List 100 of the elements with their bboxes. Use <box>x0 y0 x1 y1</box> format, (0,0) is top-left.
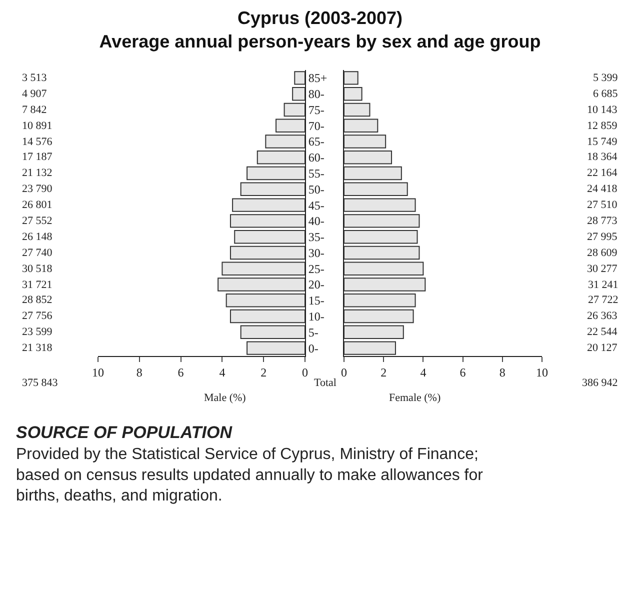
y-tick-label: 5- <box>308 325 318 340</box>
text: 21 132 <box>22 167 52 179</box>
text: 28 852 <box>22 294 52 306</box>
text: 26 801 <box>22 199 52 211</box>
bar <box>344 102 370 117</box>
y-tick-label: 30- <box>308 246 324 260</box>
x-tick-label: 10 <box>536 365 548 380</box>
y-tick-label: 25- <box>308 262 324 276</box>
bar <box>230 246 305 260</box>
bar <box>240 325 305 340</box>
y-tick-label: 10- <box>308 309 324 324</box>
text: 5 399 <box>593 72 618 84</box>
y-tick-label: 35- <box>308 230 324 244</box>
bar <box>232 198 305 212</box>
x-tick-label: 2 <box>260 365 267 380</box>
x-tick-label: 0 <box>302 365 308 380</box>
x-tick-label: 6 <box>178 365 184 380</box>
text: 28 773 <box>587 215 618 227</box>
text: 6 685 <box>593 88 618 100</box>
text: 27 756 <box>22 310 53 322</box>
text: 27 510 <box>587 199 618 211</box>
text: 20 127 <box>587 342 618 354</box>
bar <box>344 294 416 308</box>
text: 22 544 <box>587 326 618 338</box>
bar <box>344 262 424 276</box>
text: 18 364 <box>587 151 618 163</box>
y-tick-label: 60- <box>308 150 324 165</box>
bar <box>246 341 305 355</box>
text: 27 552 <box>22 215 52 227</box>
text: 4 907 <box>22 88 48 100</box>
y-tick-label: 75- <box>308 102 324 117</box>
bar <box>344 341 396 355</box>
x-tick-label: 10 <box>92 365 104 380</box>
text: 12 859 <box>587 120 618 132</box>
y-tick-label: 40- <box>308 214 324 228</box>
text: 23 790 <box>22 183 53 195</box>
y-tick-label: 45- <box>308 198 324 212</box>
y-tick-label: 50- <box>308 182 324 196</box>
y-tick-label: 20- <box>308 278 324 292</box>
text: 10 143 <box>587 104 618 116</box>
bar <box>222 262 305 276</box>
bar <box>256 150 305 164</box>
text: 10 891 <box>22 120 52 132</box>
text: 24 418 <box>587 183 618 195</box>
text: Provided by the Statistical Service of Cyprus, Ministry of Finance; based on census results updated annually to make allowances for births, deaths, and migration. <box>16 446 484 505</box>
bar <box>344 278 426 292</box>
y-tick-label: 0- <box>308 341 318 356</box>
x-tick-label: 4 <box>420 365 426 380</box>
source-note: SOURCE OF POPULATION <box>16 423 233 442</box>
text: 26 148 <box>22 231 53 243</box>
bar <box>344 71 358 85</box>
bar <box>344 150 392 164</box>
text: 27 740 <box>22 247 53 259</box>
y-tick-label: 80- <box>308 87 324 102</box>
x-tick-label: 6 <box>460 365 466 380</box>
text: 31 721 <box>22 279 52 291</box>
chart-title: Cyprus (2003-2007) <box>237 8 403 28</box>
text: 30 518 <box>22 263 53 275</box>
text: 22 164 <box>587 167 618 179</box>
bar <box>294 71 305 85</box>
text: 27 722 <box>588 294 618 306</box>
bar <box>344 86 362 101</box>
bar <box>240 182 305 196</box>
bar <box>284 102 305 117</box>
bar <box>344 214 420 228</box>
bar <box>344 166 402 180</box>
bar <box>246 166 305 180</box>
bar <box>276 118 305 132</box>
y-tick-label: 15- <box>308 294 324 308</box>
x-tick-label: 8 <box>136 365 142 380</box>
bar <box>292 86 305 101</box>
y-tick-label: 85+ <box>308 71 328 86</box>
chart-subtitle: Average annual person-years by sex and age group <box>99 31 541 52</box>
text: 23 599 <box>22 326 53 338</box>
bar <box>226 294 305 308</box>
x-tick-label: 4 <box>219 365 226 380</box>
y-tick-label: 55- <box>308 166 324 180</box>
text: 7 842 <box>22 104 47 116</box>
bar <box>218 278 305 292</box>
text: 28 609 <box>587 247 618 259</box>
text: 3 513 <box>22 72 48 84</box>
text: 30 277 <box>587 263 618 275</box>
text: Total <box>314 377 336 389</box>
text: 31 241 <box>588 279 618 291</box>
x-axis-title: Male (%) <box>204 392 246 404</box>
bar <box>230 214 305 228</box>
text: 15 749 <box>587 136 618 148</box>
text: 26 363 <box>587 310 618 322</box>
bar <box>344 118 378 132</box>
bar <box>265 134 305 148</box>
bar <box>344 309 414 324</box>
bar <box>344 325 404 340</box>
bar <box>344 182 408 196</box>
y-tick-label: 70- <box>308 118 324 133</box>
bar <box>344 246 420 260</box>
bar <box>234 230 305 244</box>
bar <box>230 309 305 324</box>
text: 27 995 <box>587 231 618 243</box>
text: 17 187 <box>22 151 53 163</box>
text: 386 942 <box>582 377 618 389</box>
